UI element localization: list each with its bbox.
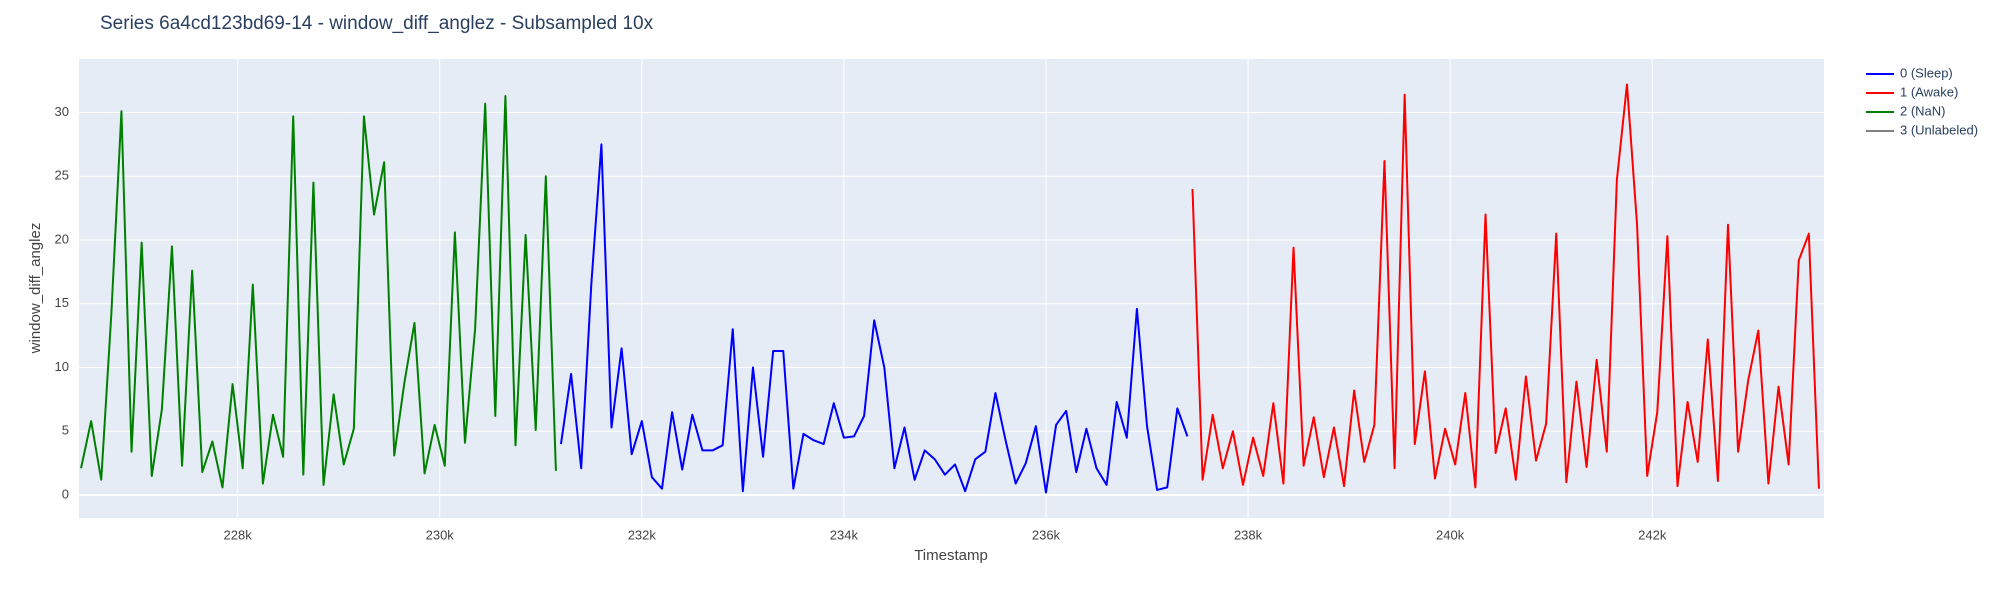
x-axis-title: Timestamp [914, 547, 988, 564]
series-line [1191, 83, 1820, 489]
y-tick-label: 30 [55, 104, 69, 119]
x-tick-label: 230k [426, 527, 455, 542]
series-line [80, 94, 557, 489]
x-tick-label: 228k [224, 527, 253, 542]
y-tick-label: 25 [55, 168, 69, 183]
legend-label: 0 (Sleep) [1900, 65, 1953, 80]
y-axis-title: window_diff_anglez [27, 223, 44, 355]
x-tick-label: 232k [628, 527, 657, 542]
y-tick-label: 20 [55, 231, 69, 246]
legend-label: 2 (NaN) [1900, 103, 1946, 118]
x-tick-label: 234k [830, 527, 859, 542]
y-tick-label: 5 [62, 423, 69, 438]
x-tick-label: 240k [1436, 527, 1465, 542]
x-tick-label: 238k [1234, 527, 1263, 542]
x-tick-label: 242k [1638, 527, 1667, 542]
y-tick-label: 10 [55, 359, 69, 374]
legend-label: 3 (Unlabeled) [1900, 122, 1978, 137]
chart-title: Series 6a4cd123bd69-14 - window_diff_ang… [100, 13, 654, 34]
y-tick-label: 15 [55, 295, 69, 310]
series-line [559, 143, 1189, 494]
legend-label: 1 (Awake) [1900, 84, 1958, 99]
x-tick-label: 236k [1032, 527, 1061, 542]
y-tick-label: 0 [62, 486, 69, 501]
